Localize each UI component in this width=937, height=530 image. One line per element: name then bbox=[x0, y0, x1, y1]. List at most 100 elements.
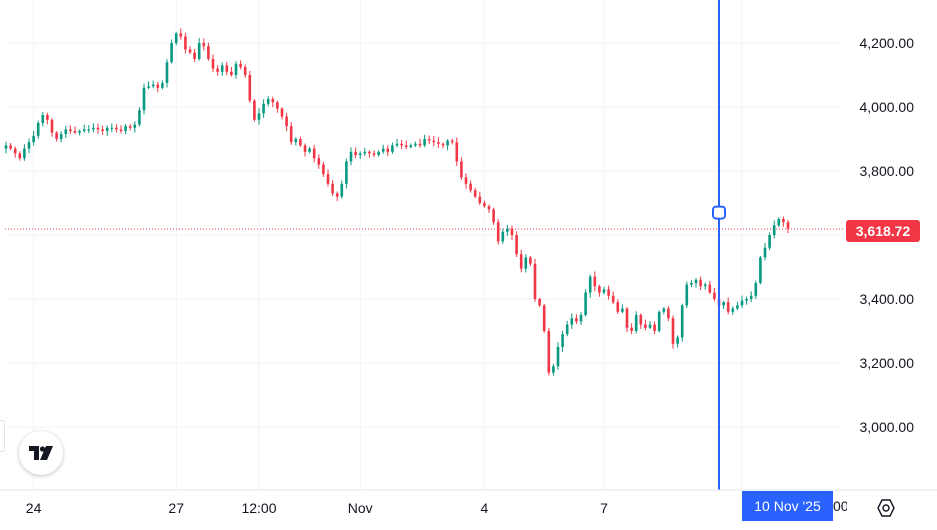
candle-body bbox=[510, 228, 514, 235]
candle-body bbox=[105, 127, 109, 131]
candle-body bbox=[400, 143, 403, 146]
candle-body bbox=[772, 225, 776, 235]
candle-body bbox=[285, 116, 288, 127]
candle-body bbox=[59, 134, 63, 139]
price-axis-tick-label: 3,200.00 bbox=[860, 355, 915, 371]
candle-body bbox=[13, 148, 17, 154]
candle-body bbox=[496, 222, 500, 242]
candle-body bbox=[414, 143, 417, 146]
candle-body bbox=[722, 302, 725, 306]
time-axis-tick-label: 4 bbox=[481, 500, 489, 516]
candle-body bbox=[533, 263, 537, 299]
candle-body bbox=[464, 177, 468, 184]
candle-body bbox=[41, 115, 45, 123]
candle-body bbox=[115, 127, 118, 130]
candle-body bbox=[225, 65, 229, 72]
candle-body bbox=[676, 337, 679, 344]
candle-body bbox=[621, 308, 624, 312]
candle-body bbox=[575, 318, 578, 322]
grid-layer bbox=[5, 0, 843, 490]
time-axis-tick-label: 7 bbox=[600, 500, 608, 516]
candle-body bbox=[625, 308, 629, 328]
candle-body bbox=[239, 63, 242, 67]
candle-body bbox=[92, 127, 95, 130]
candle-body bbox=[312, 148, 316, 159]
candles-layer bbox=[4, 28, 790, 376]
candle-body bbox=[280, 108, 284, 117]
candle-body bbox=[299, 139, 302, 146]
candle-body bbox=[506, 228, 509, 232]
candle-body bbox=[418, 143, 422, 146]
candle-body bbox=[271, 99, 275, 103]
candle-body bbox=[372, 153, 376, 155]
candle-body bbox=[487, 206, 491, 210]
candle-body bbox=[151, 84, 155, 87]
candle-body bbox=[657, 311, 661, 331]
candle-body bbox=[266, 99, 270, 104]
candle-body bbox=[395, 143, 399, 146]
candle-body bbox=[616, 302, 620, 312]
time-axis-tick-label: 27 bbox=[168, 500, 184, 516]
candle-body bbox=[69, 129, 72, 131]
candle-body bbox=[469, 183, 472, 191]
candle-body bbox=[745, 299, 748, 301]
candle-body bbox=[363, 151, 367, 154]
candle-body bbox=[386, 148, 390, 152]
candle-body bbox=[570, 318, 574, 325]
candle-body bbox=[483, 203, 486, 207]
candle-body bbox=[556, 347, 560, 367]
candle-body bbox=[441, 143, 445, 146]
candle-body bbox=[690, 283, 693, 285]
candle-body bbox=[561, 334, 564, 347]
time-axis-tick-label: 24 bbox=[26, 500, 42, 516]
candle-body bbox=[138, 110, 141, 125]
candle-body bbox=[423, 139, 426, 146]
settings-gear-icon[interactable] bbox=[873, 495, 899, 521]
price-axis-tick-label: 3,000.00 bbox=[860, 419, 915, 435]
candle-body bbox=[653, 324, 656, 331]
candle-body bbox=[317, 158, 321, 165]
candle-body bbox=[165, 62, 169, 83]
price-axis-tick-label: 3,400.00 bbox=[860, 291, 915, 307]
candle-body bbox=[188, 49, 192, 53]
candle-body bbox=[322, 164, 325, 175]
candle-body bbox=[763, 247, 767, 258]
candle-body bbox=[782, 219, 785, 223]
candle-body bbox=[220, 65, 224, 72]
candle-body bbox=[243, 67, 247, 75]
candle-body bbox=[262, 103, 265, 114]
candle-body bbox=[634, 315, 638, 331]
candle-body bbox=[303, 145, 307, 152]
candle-body bbox=[345, 161, 348, 184]
candle-body bbox=[501, 231, 505, 242]
candle-body bbox=[27, 142, 31, 149]
candle-body bbox=[542, 305, 546, 331]
candle-body bbox=[179, 33, 183, 37]
candle-body bbox=[694, 279, 698, 283]
candle-body bbox=[726, 302, 730, 312]
price-axis[interactable]: 3,000.003,200.003,400.003,600.003,800.00… bbox=[860, 35, 915, 435]
candle-body bbox=[358, 153, 362, 155]
candle-body bbox=[529, 257, 532, 264]
candle-body bbox=[759, 257, 762, 283]
candle-body bbox=[547, 331, 551, 373]
tradingview-logo-icon[interactable] bbox=[19, 431, 63, 475]
candle-body bbox=[349, 151, 353, 162]
candle-body bbox=[9, 145, 12, 149]
candle-body bbox=[50, 119, 54, 133]
time-axis[interactable]: 24 27 12:00 Nov 4 7 bbox=[0, 489, 937, 516]
candle-body bbox=[671, 318, 675, 344]
price-axis-tick-label: 4,000.00 bbox=[860, 99, 915, 115]
candle-body bbox=[331, 183, 334, 194]
candle-body bbox=[552, 366, 555, 373]
candle-body bbox=[193, 52, 196, 59]
candle-body bbox=[381, 148, 385, 152]
candle-body bbox=[699, 279, 702, 287]
candle-body bbox=[253, 100, 256, 120]
candle-body bbox=[73, 131, 77, 133]
crosshair-marker bbox=[712, 205, 726, 220]
candle-body bbox=[786, 222, 790, 229]
left-panel-handle[interactable] bbox=[0, 420, 5, 452]
